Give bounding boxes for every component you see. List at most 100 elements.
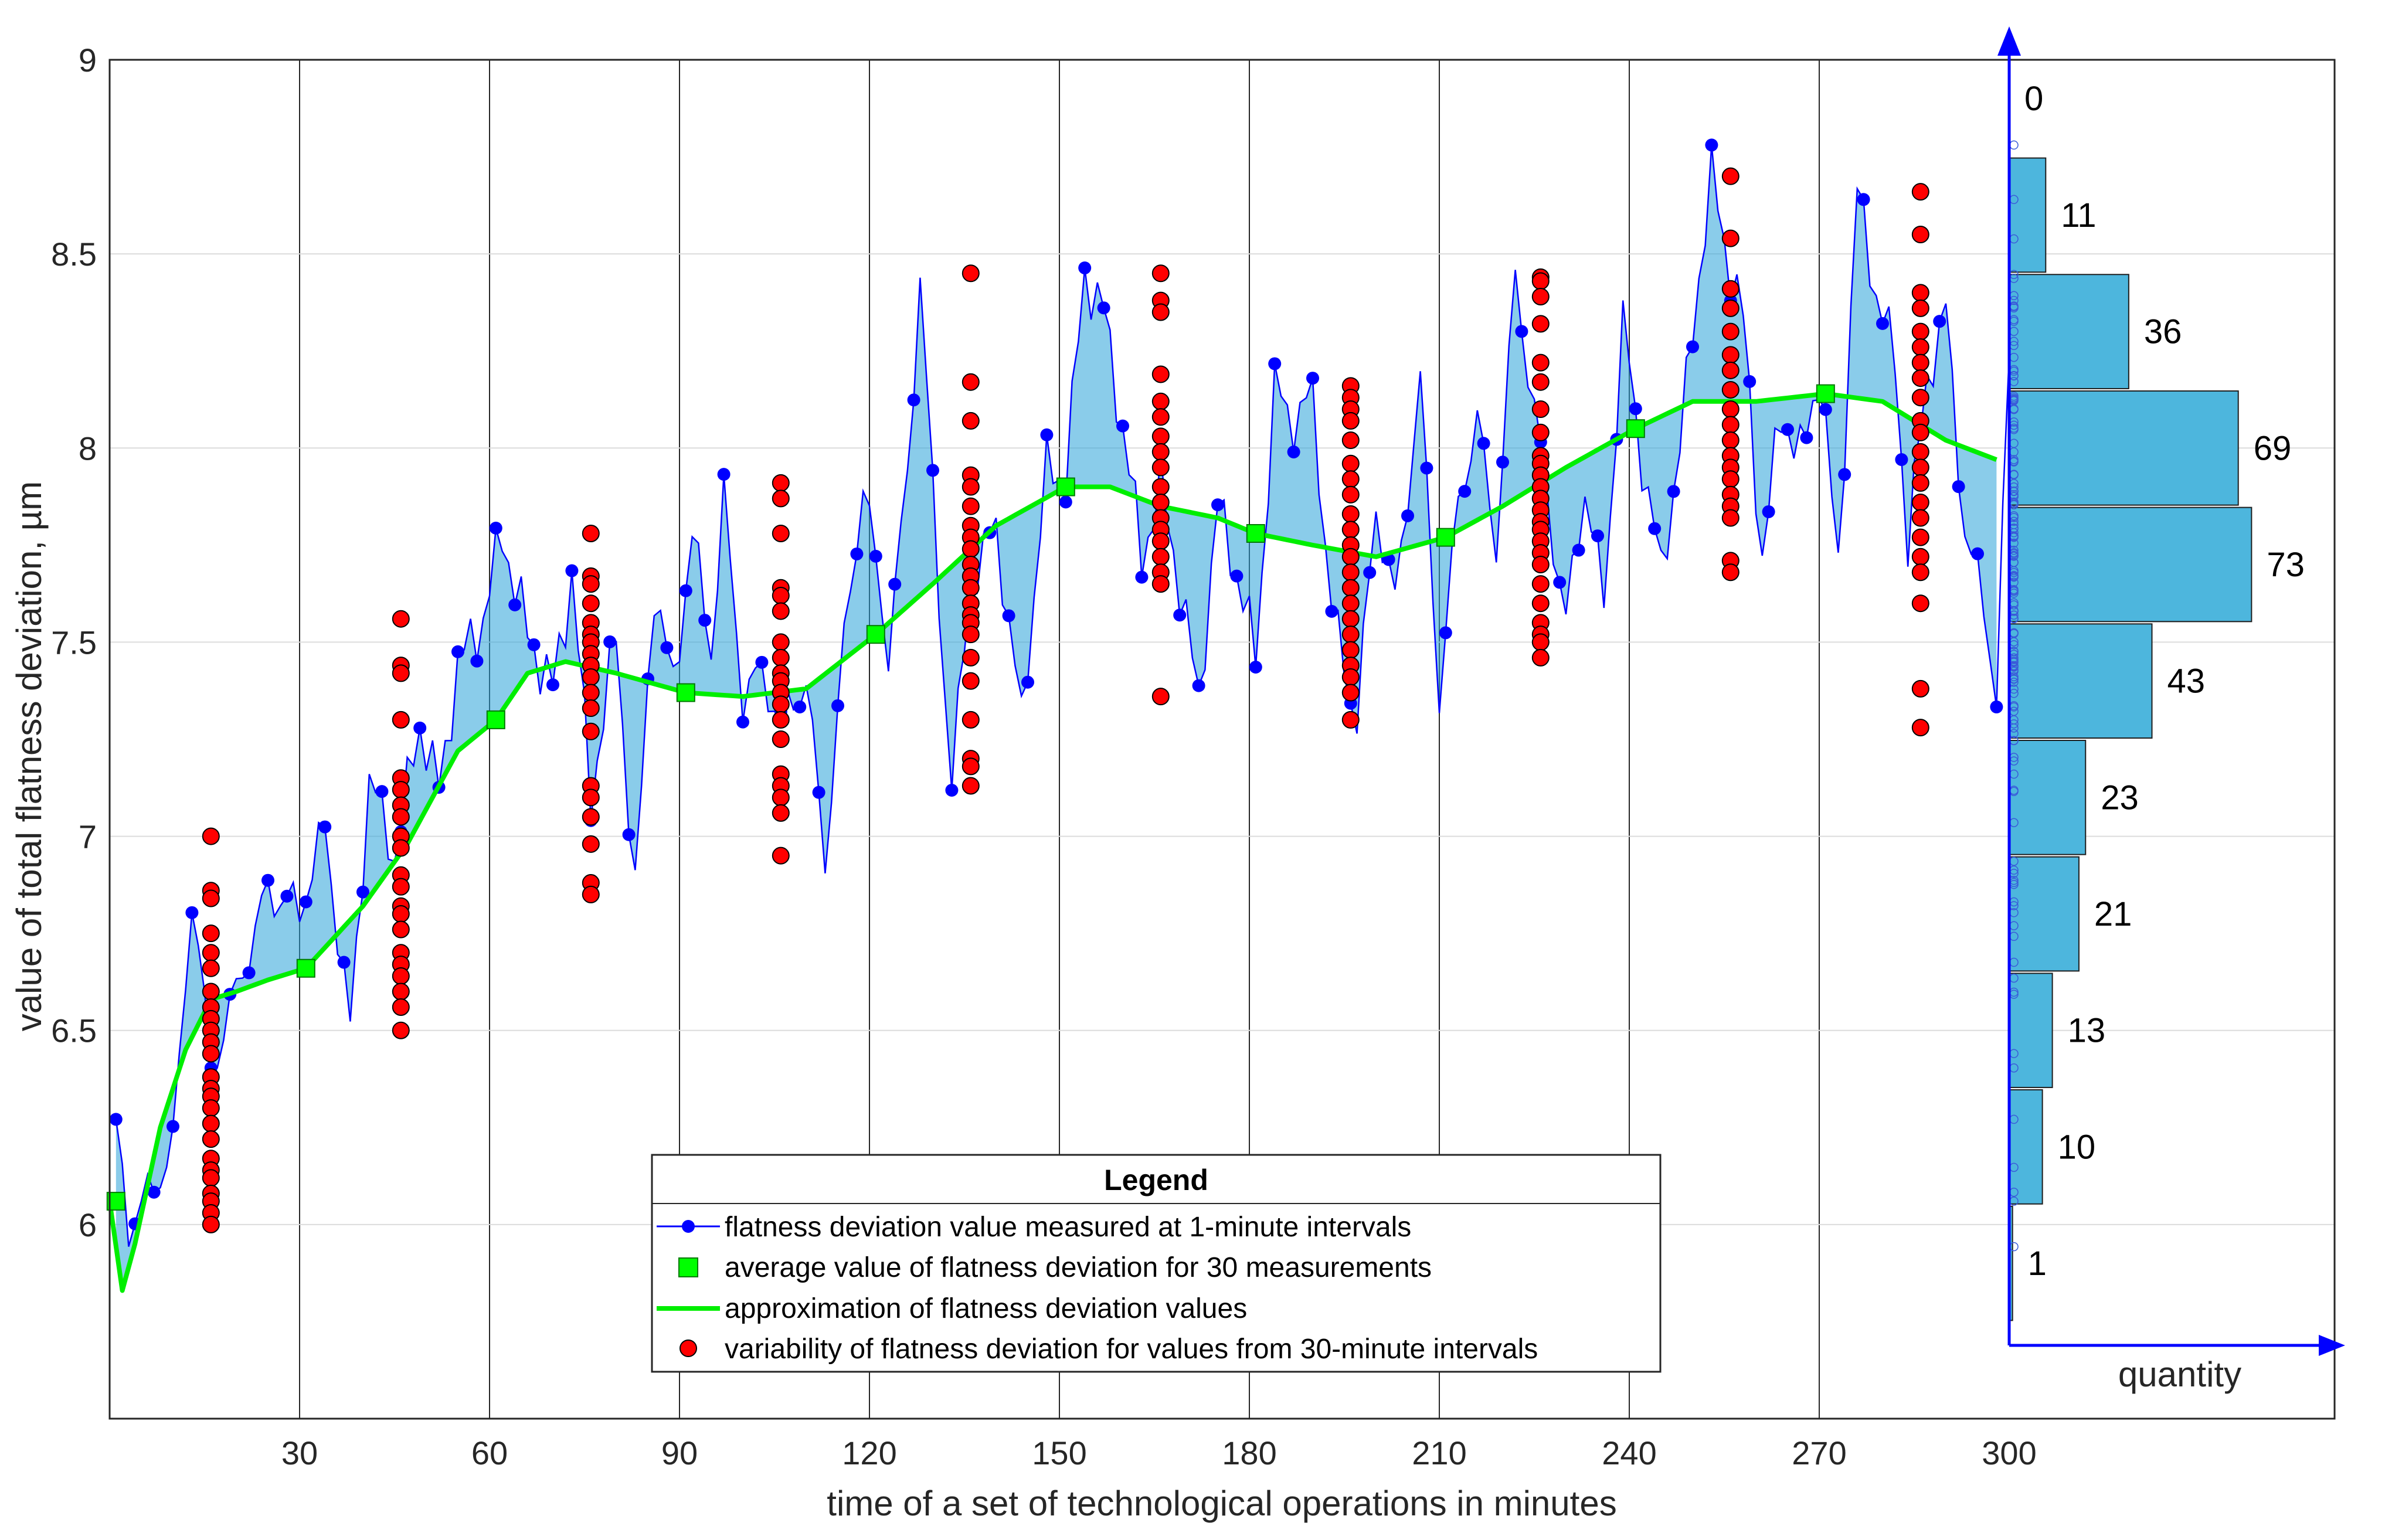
variability-point-group-4 xyxy=(962,757,980,776)
average-point-1 xyxy=(296,958,315,978)
legend-box xyxy=(651,1154,1662,1373)
variability-point-group-2 xyxy=(582,668,600,686)
variability-point-group-3 xyxy=(772,602,790,620)
measured-point xyxy=(1895,453,1908,467)
variability-point-group-4 xyxy=(962,497,980,515)
variability-point-group-3 xyxy=(772,695,790,713)
deviation-fill-area xyxy=(115,145,1997,1291)
variability-point-group-4 xyxy=(962,412,980,430)
measured-point xyxy=(1268,357,1282,370)
histogram-bar-8 xyxy=(2009,274,2129,389)
measured-point xyxy=(1306,372,1319,385)
variability-point-group-8 xyxy=(1721,322,1740,341)
variability-point-group-6 xyxy=(1341,610,1360,628)
average-point-3 xyxy=(676,683,695,702)
variability-point-group-1 xyxy=(392,781,410,799)
measured-point xyxy=(1515,325,1528,338)
measured-point xyxy=(1743,375,1757,388)
variability-point-group-6 xyxy=(1341,548,1360,566)
plot-frame xyxy=(108,59,2336,1420)
variability-point-group-7 xyxy=(1531,315,1550,333)
y-axis-label: value of total flatness deviation, µm xyxy=(9,481,49,1031)
variability-point-group-8 xyxy=(1721,470,1740,488)
variability-point-group-9 xyxy=(1911,594,1929,613)
variability-point-group-2 xyxy=(582,835,600,853)
variability-point-group-6 xyxy=(1341,594,1360,613)
variability-point-group-5 xyxy=(1151,427,1170,446)
variability-point-group-8 xyxy=(1721,380,1740,399)
measured-point xyxy=(1686,340,1699,353)
variability-point-group-2 xyxy=(582,699,600,718)
variability-point-group-5 xyxy=(1151,575,1170,593)
histogram-bar-4 xyxy=(2009,740,2087,855)
variability-point-group-3 xyxy=(772,730,790,748)
variability-point-group-9 xyxy=(1911,509,1929,527)
measured-point xyxy=(1458,485,1472,498)
variability-point-group-1 xyxy=(392,878,410,896)
variability-point-group-3 xyxy=(772,847,790,865)
histogram-count-label-7: 69 xyxy=(2254,429,2292,467)
histogram-count-label-2: 13 xyxy=(2068,1012,2106,1050)
variability-point-group-9 xyxy=(1911,389,1929,407)
x-tick-label-120: 120 xyxy=(842,1434,896,1471)
variability-point-group-7 xyxy=(1531,594,1550,613)
measured-point xyxy=(109,1113,123,1126)
measured-point xyxy=(1952,480,1965,494)
measured-point xyxy=(698,614,712,627)
variability-point-group-4 xyxy=(962,264,980,283)
measured-point xyxy=(679,584,692,597)
variability-point-group-1 xyxy=(392,905,410,923)
variability-point-group-5 xyxy=(1151,264,1170,283)
variability-point-group-6 xyxy=(1341,684,1360,702)
measured-point xyxy=(1705,138,1718,152)
variability-point-group-8 xyxy=(1721,431,1740,450)
measured-point xyxy=(1800,431,1813,444)
variability-point-group-5 xyxy=(1151,408,1170,426)
legend-entry-average: average value of flatness deviation for … xyxy=(725,1252,1432,1283)
variability-point-group-7 xyxy=(1531,353,1550,372)
legend-entry-measured: flatness deviation value measured at 1-m… xyxy=(725,1212,1411,1243)
variability-point-group-3 xyxy=(772,648,790,667)
average-point-7 xyxy=(1436,528,1455,547)
measured-point xyxy=(622,828,636,841)
histogram-bar-9 xyxy=(2009,157,2047,273)
measured-point xyxy=(1192,679,1205,692)
variability-point-group-4 xyxy=(962,579,980,597)
measured-point xyxy=(793,700,807,713)
variability-point-group-6 xyxy=(1341,521,1360,539)
variability-point-group-1 xyxy=(392,610,410,628)
measured-point xyxy=(1420,461,1433,475)
variability-point-group-9 xyxy=(1911,719,1929,737)
legend-title: Legend xyxy=(1104,1164,1208,1196)
measured-point xyxy=(1021,675,1034,689)
legend-entry-approximation: approximation of flatness deviation valu… xyxy=(725,1293,1247,1324)
measured-point xyxy=(1059,495,1072,509)
variability-point-group-9 xyxy=(1911,284,1929,302)
measured-point xyxy=(318,820,332,834)
variability-point-group-3 xyxy=(772,489,790,508)
measured-point xyxy=(527,638,541,651)
measured-point xyxy=(508,598,522,611)
variability-point-group-9 xyxy=(1911,226,1929,244)
histogram-count-label-10: 0 xyxy=(2024,80,2043,118)
variability-point-group-3 xyxy=(772,524,790,542)
variability-point-group-8 xyxy=(1721,400,1740,419)
histogram-axes xyxy=(1997,26,2345,1356)
variability-point-group-9 xyxy=(1911,322,1929,341)
variability-point-group-6 xyxy=(1341,668,1360,686)
variability-point-group-2 xyxy=(582,594,600,613)
measured-point xyxy=(1477,437,1490,450)
measured-point xyxy=(850,547,864,560)
measured-point xyxy=(736,715,749,729)
x-tick-label-240: 240 xyxy=(1602,1434,1656,1471)
average-point-4 xyxy=(866,625,885,644)
variability-point-group-0 xyxy=(202,983,220,1001)
variability-point-group-3 xyxy=(772,804,790,822)
variability-point-group-7 xyxy=(1531,555,1550,573)
measured-point xyxy=(1838,468,1851,481)
measured-point xyxy=(1287,446,1300,459)
measured-point xyxy=(1819,403,1832,416)
variability-point-group-2 xyxy=(582,808,600,826)
variability-point-group-4 xyxy=(962,777,980,795)
variability-point-group-9 xyxy=(1911,563,1929,582)
